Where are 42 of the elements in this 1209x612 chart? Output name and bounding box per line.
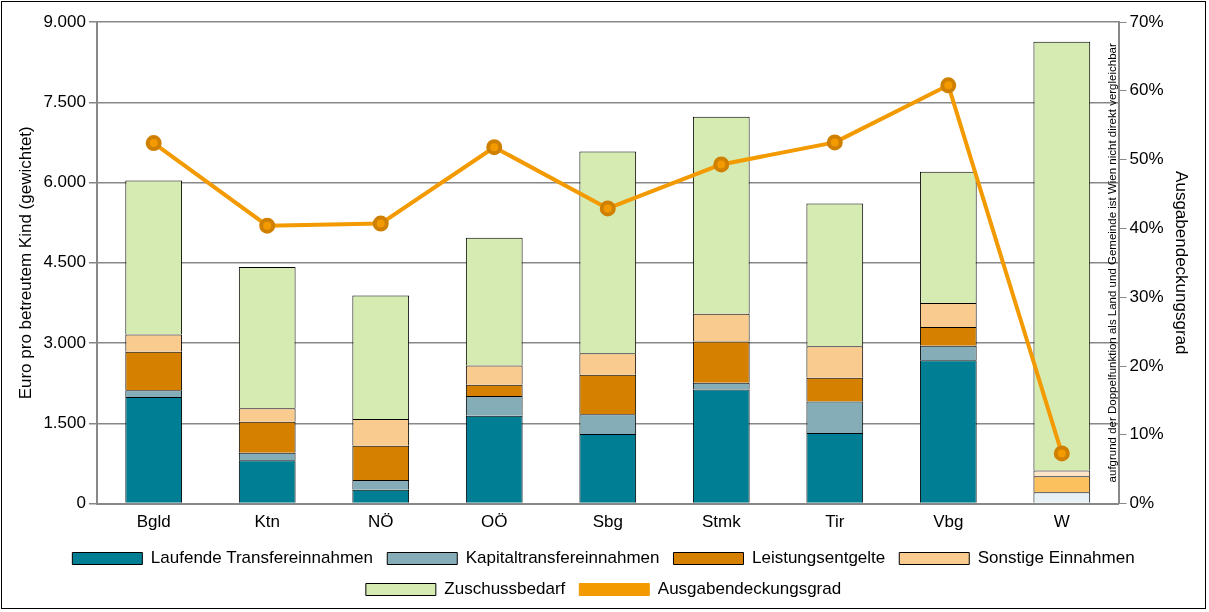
y2-tick-label: 40% — [1129, 218, 1164, 238]
y2-tick-label: 60% — [1129, 80, 1164, 100]
legend-label: Zuschussbedarf — [444, 579, 566, 599]
y2-tick-label: 20% — [1129, 355, 1164, 375]
legend-label: Kapitaltransfereinnahmen — [465, 548, 660, 568]
point — [372, 215, 389, 232]
y-tick-label: 6.000 — [43, 172, 86, 192]
x-tick-label: Vbg — [933, 512, 964, 532]
x-tick-label: Ktn — [254, 512, 280, 532]
point — [486, 139, 503, 156]
x-tick-label: Stmk — [701, 512, 742, 532]
y-tick-label: 1.500 — [43, 413, 86, 433]
legend-label: Laufende Transfereinnahmen — [150, 548, 373, 568]
point — [259, 217, 276, 234]
y2-tick-label: 10% — [1129, 424, 1164, 444]
y-tick-label: 3.000 — [43, 332, 86, 352]
x-tick-label: Bgld — [136, 512, 171, 532]
y-tick-label: 0 — [76, 493, 86, 513]
y-tick-label: 9.000 — [43, 11, 86, 31]
y2-axis-title: Ausgabendeckungsgrad — [1172, 171, 1192, 355]
y-tick-label: 7.500 — [43, 91, 86, 111]
x-tick-label: Tir — [825, 512, 845, 532]
x-tick-label: W — [1053, 512, 1070, 532]
y-tick-label: 4.500 — [43, 252, 86, 272]
y2-tick-label: 70% — [1129, 11, 1164, 31]
x-tick-label: NÖ — [367, 512, 394, 532]
point — [826, 134, 843, 151]
point — [713, 156, 730, 173]
y2-tick-label: 50% — [1129, 149, 1164, 169]
y2-tick-label: 0% — [1129, 493, 1155, 513]
y2-tick-label: 30% — [1129, 286, 1164, 306]
point — [599, 200, 616, 217]
legend-label: Ausgabendeckungsgrad — [657, 579, 842, 599]
x-tick-label: Sbg — [592, 512, 623, 532]
legend-label: Leistungsentgelte — [751, 548, 886, 568]
y-axis-title: Euro pro betreutem Kind (gewichtet) — [15, 126, 35, 400]
annotation: aufgrund der Doppelfunktion als Land und Gemeinde ist Wien nicht direkt vergleichbar — [1105, 43, 1118, 483]
point — [1053, 445, 1070, 462]
point — [145, 135, 162, 152]
legend-label: Sonstige Einnahmen — [977, 548, 1135, 568]
x-tick-label: OÖ — [481, 512, 508, 532]
point — [940, 77, 957, 94]
